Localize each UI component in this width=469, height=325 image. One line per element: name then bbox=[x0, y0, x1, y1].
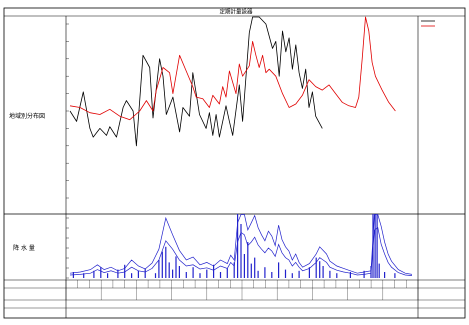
precip-bar bbox=[308, 267, 310, 278]
lower-plot-area bbox=[69, 214, 413, 278]
precip-bar bbox=[240, 224, 242, 278]
precip-bar bbox=[83, 273, 85, 278]
precip-bar bbox=[137, 270, 139, 278]
precip-bar bbox=[315, 257, 317, 278]
precip-bar bbox=[144, 268, 146, 278]
precip-bar bbox=[233, 262, 235, 278]
upper-y-axis-ticks bbox=[66, 23, 69, 199]
precip-bar bbox=[336, 273, 338, 278]
precip-bar bbox=[329, 270, 331, 278]
precip-bar bbox=[243, 254, 245, 278]
chart-title: 定期計量設器 bbox=[219, 8, 253, 16]
precip-bar bbox=[254, 257, 256, 278]
precip-bar bbox=[298, 270, 300, 278]
precip-bar bbox=[192, 267, 194, 278]
precip-bar bbox=[284, 269, 287, 278]
lower-panel-label: 降 水 量 bbox=[13, 244, 35, 252]
precip-bar bbox=[206, 269, 208, 278]
precip-bar bbox=[117, 269, 119, 278]
precip-bar bbox=[226, 268, 228, 278]
precip-bar bbox=[394, 273, 396, 278]
upper-series-line-1 bbox=[69, 16, 396, 121]
precip-bar bbox=[384, 272, 386, 278]
lower-y-axis-ticks bbox=[66, 217, 69, 279]
precip-bar bbox=[178, 266, 180, 278]
precip-bar bbox=[185, 272, 187, 278]
precip-bar bbox=[376, 215, 378, 278]
precip-bar bbox=[131, 273, 133, 278]
precip-bar bbox=[264, 267, 266, 278]
precip-bar bbox=[124, 264, 126, 278]
precip-bar bbox=[172, 269, 174, 278]
precip-bar bbox=[100, 267, 102, 278]
precip-bar bbox=[322, 266, 324, 278]
upper-plot-area bbox=[69, 16, 396, 147]
precip-bar bbox=[154, 273, 157, 278]
precip-bar bbox=[158, 260, 160, 278]
precip-bar bbox=[107, 273, 109, 278]
precip-bar bbox=[237, 214, 239, 278]
lower-series-line-0 bbox=[69, 214, 413, 275]
precip-bar bbox=[165, 246, 167, 278]
precip-bar bbox=[374, 214, 376, 278]
precip-bar bbox=[161, 251, 163, 278]
precip-bar bbox=[219, 272, 222, 278]
precip-bar bbox=[278, 262, 280, 278]
precip-bar bbox=[213, 264, 215, 278]
precip-bar bbox=[349, 272, 351, 278]
precip-bar bbox=[319, 261, 321, 278]
precip-bar bbox=[168, 262, 170, 278]
upper-series-line-0 bbox=[69, 16, 323, 147]
precip-bar bbox=[257, 270, 259, 278]
upper-panel-label: 地域別分布図 bbox=[9, 112, 45, 120]
precip-bar bbox=[271, 272, 273, 278]
precip-bar bbox=[247, 242, 249, 278]
precip-bar bbox=[378, 263, 380, 278]
precip-bar bbox=[291, 273, 293, 278]
precip-bar bbox=[93, 270, 95, 278]
legend bbox=[421, 20, 435, 27]
precip-bar bbox=[199, 273, 201, 278]
precip-bar bbox=[175, 256, 177, 278]
footer-ticks bbox=[65, 280, 419, 300]
precip-bar bbox=[250, 263, 252, 278]
lower-series-line-1 bbox=[69, 227, 413, 276]
